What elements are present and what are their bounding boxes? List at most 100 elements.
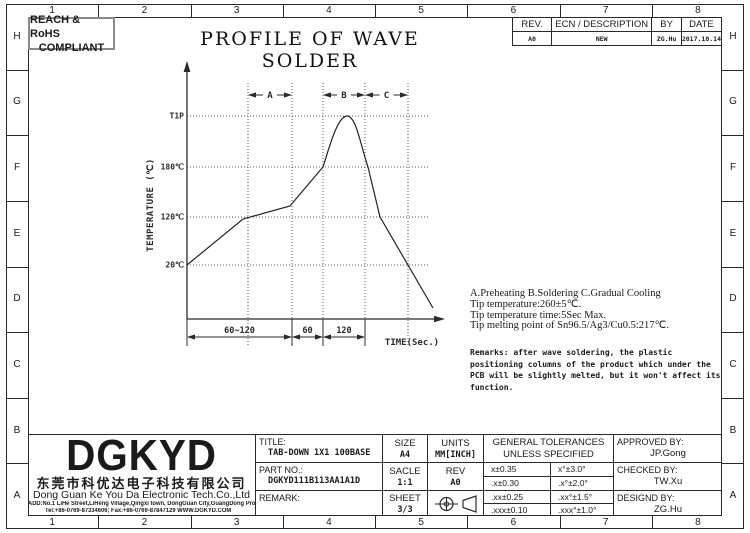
band-tick	[722, 200, 744, 202]
band-tick	[6, 266, 28, 268]
zone-label: A	[267, 91, 273, 101]
band-tick	[375, 4, 376, 17]
zone-label: C	[384, 91, 389, 101]
tolerance-linear-3: .xx±0.25	[491, 492, 524, 502]
grid-row-label: G	[729, 96, 737, 108]
units-cell: UNITS MM[INCH]	[427, 434, 483, 462]
grid-column-label: 3	[233, 517, 240, 528]
grid-column-label: 3	[233, 5, 240, 16]
tolerance-cell: .xx±0.25	[483, 490, 550, 503]
tolerance-cell: .xx°±1.5°	[550, 490, 613, 503]
dimension-arrowhead-icon	[187, 334, 195, 340]
tolerance-angular-1: x°±3.0°	[558, 464, 586, 474]
tolerance-cell: x±0.35	[483, 462, 550, 476]
part-no-cell: PART NO.: DGKYD111B113AA1A1D	[255, 462, 382, 490]
zone-arrowhead-icon	[323, 92, 331, 98]
zone-arrowhead-icon	[284, 92, 292, 98]
size-value: A4	[399, 449, 411, 460]
company-name-en: Dong Guan Ke You Da Electronic Tech.Co.,…	[33, 489, 250, 501]
tolerance-cell: .x°±2.0°	[550, 476, 613, 490]
zone-arrowhead-icon	[365, 92, 373, 98]
title-value: TAB-DOWN 1X1 100BASE	[268, 448, 371, 458]
grid-row-label: A	[13, 490, 21, 502]
revision-table: REV. ECN / DESCRIPTION BY DATE A0 NEW ZG…	[511, 17, 723, 46]
third-angle-projection-icon	[434, 495, 477, 513]
approved-by-value: JP.Gong	[650, 448, 686, 459]
projection-symbol-cell	[427, 490, 483, 516]
band-tick	[559, 4, 561, 17]
grid-column-label: 7	[602, 517, 609, 528]
sheet-cell: SHEET 3/3	[382, 490, 427, 516]
checked-by-label: CHECKED BY:	[617, 465, 678, 475]
tolerances-header-cell: GENERAL TOLERANCES UNLESS SPECIFIED	[483, 434, 613, 462]
rev-date-value: 2017.10.14	[680, 31, 723, 46]
grid-column-label: 1	[49, 5, 55, 16]
y-axis-tick-label: 120℃	[161, 213, 184, 222]
tolerance-cell: .xxx°±1.0°	[550, 503, 613, 516]
grid-row-label: B	[13, 424, 21, 436]
rev-header-ecn: ECN / DESCRIPTION	[551, 17, 653, 32]
grid-row-label: D	[13, 293, 21, 305]
tolerance-linear-1: x±0.35	[491, 464, 517, 474]
band-tick	[98, 516, 100, 529]
designed-by-cell: DESIGND BY: ZG.Hu	[613, 490, 722, 516]
title-label: TITLE:	[259, 437, 287, 447]
size-label: SIZE	[394, 437, 416, 449]
badge-line1: REACH & RoHS	[30, 13, 81, 40]
grid-row-label: H	[13, 30, 21, 42]
remark-cell: REMARK:	[255, 490, 382, 516]
band-tick	[282, 4, 284, 17]
band-tick	[467, 4, 469, 17]
tolerance-cell: x°±3.0°	[550, 462, 613, 476]
tolerance-linear-2: .x±0.30	[491, 478, 519, 488]
process-notes: A.Preheating B.Soldering C.Gradual Cooli…	[470, 288, 669, 332]
grid-column-label: 6	[510, 5, 517, 16]
checked-by-value: TW.Xu	[653, 476, 683, 487]
dimension-arrowhead-icon	[323, 334, 331, 340]
sheet-value: 3/3	[397, 504, 413, 515]
grid-column-label: 2	[141, 5, 148, 16]
tolerances-header-line1: GENERAL TOLERANCES	[492, 436, 605, 448]
band-tick	[722, 266, 744, 268]
logo-block: DGKYD 东莞市科优达电子科技有限公司 Dong Guan Ke You Da…	[28, 434, 255, 516]
tolerance-angular-2: .x°±2.0°	[558, 478, 588, 488]
sheet-label: SHEET	[389, 492, 421, 504]
dimension-arrowhead-icon	[284, 334, 292, 340]
grid-column-label: 5	[418, 517, 424, 528]
checked-by-cell: CHECKED BY: TW.Xu	[613, 462, 722, 490]
grid-row-label: E	[729, 227, 737, 239]
part-no-label: PART NO.:	[259, 465, 304, 475]
band-tick	[651, 516, 653, 529]
band-tick	[375, 516, 376, 529]
y-axis-tick-label: 180℃	[161, 163, 184, 172]
title-cell: TITLE: TAB-DOWN 1X1 100BASE	[255, 434, 382, 462]
x-axis-title: TIME(Sec.)	[385, 338, 439, 348]
time-dimension-label: 120	[336, 326, 351, 336]
wave-solder-profile-chart: T1P 180℃ 120℃ 20℃ A B C 60~120 60 120 TIME(Sec.) TE…	[145, 61, 445, 348]
compliance-badge: REACH & RoHS COMPLIANT	[28, 14, 115, 54]
band-tick	[467, 516, 469, 529]
rev-label: REV	[445, 465, 466, 477]
band-tick	[6, 135, 28, 137]
y-axis-tick-label: 20℃	[165, 261, 184, 270]
rev-by-value: ZG.Hu	[651, 31, 682, 46]
band-tick	[282, 516, 284, 529]
y-axis-tick-label: T1P	[170, 112, 185, 121]
badge-line2: COMPLIANT	[38, 41, 105, 54]
company-logo: DGKYD	[66, 434, 217, 480]
scale-label: SACLE	[389, 465, 421, 477]
grid-row-label: F	[729, 162, 737, 174]
rev-header-rev: REV.	[511, 17, 553, 32]
band-tick	[651, 4, 653, 17]
temperature-profile-curve	[186, 115, 434, 309]
scale-cell: SACLE 1:1	[382, 462, 427, 490]
remarks-note: Remarks: after wave soldering, the plast…	[470, 348, 721, 392]
grid-column-label: 8	[695, 5, 701, 16]
rev-value: A0	[511, 31, 553, 46]
part-no-value: DGKYD111B113AA1A1D	[268, 476, 361, 486]
time-dimension-label: 60~120	[224, 326, 255, 336]
grid-column-label: 5	[418, 5, 424, 16]
tolerance-angular-3: .xx°±1.5°	[558, 492, 593, 502]
sheet-inner-frame	[28, 17, 722, 516]
